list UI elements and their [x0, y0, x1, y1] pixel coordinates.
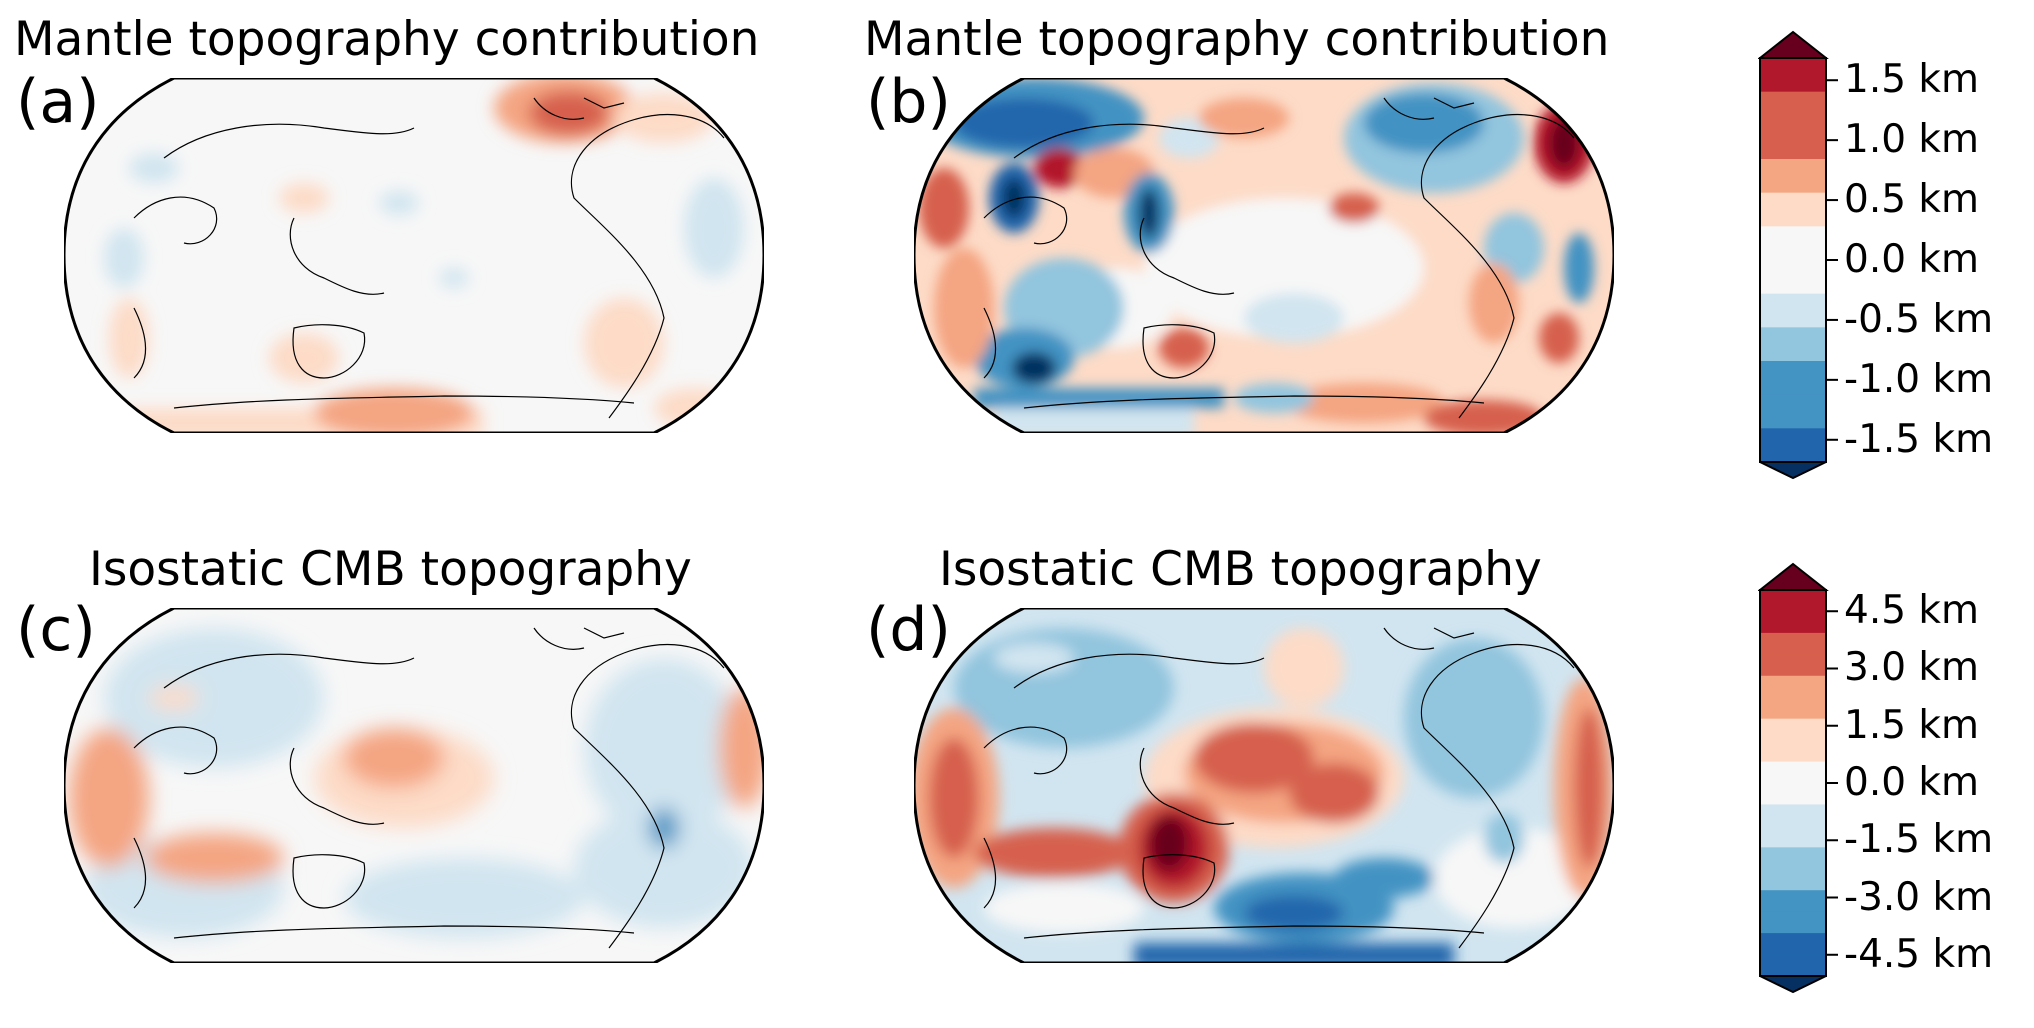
cb1-band	[1760, 394, 1826, 429]
colorbar-top-ticks	[1826, 79, 1838, 441]
cb1-band	[1760, 125, 1826, 160]
colorbar-bottom	[1758, 562, 1838, 994]
cb2-tick-label: -3.0 km	[1844, 874, 1994, 920]
cb2-band	[1760, 590, 1826, 612]
cb2-tick-label: -1.5 km	[1844, 817, 1994, 863]
cb1-tick-label: 0.0 km	[1844, 237, 1979, 282]
cb1-band	[1760, 58, 1826, 93]
cb2-tick-label: 1.5 km	[1844, 702, 1979, 748]
cb1-band	[1760, 226, 1826, 261]
panel-d-title: Isostatic CMB topography	[939, 542, 1542, 597]
cb2-tick-label: 3.0 km	[1844, 645, 1979, 691]
colorbar-bottom-ticks	[1826, 610, 1838, 956]
colorbar-bottom-segments	[1760, 590, 1826, 977]
map-panel-a	[64, 78, 764, 433]
cb2-band	[1760, 825, 1826, 848]
cb2-band	[1760, 847, 1826, 870]
cb2-band	[1760, 632, 1826, 655]
cb2-tick-label: 0.0 km	[1844, 760, 1979, 805]
cb2-band	[1760, 804, 1826, 827]
map-panel-b	[914, 78, 1614, 433]
colorbar-bottom-extend-min	[1759, 975, 1827, 994]
cb1-tick-label: 1.5 km	[1844, 57, 1979, 103]
colorbar-top-extend-min	[1759, 461, 1827, 480]
cb2-tick-label: -4.5 km	[1844, 931, 1994, 977]
cb1-tick-label: -1.0 km	[1844, 356, 1994, 402]
cb2-tick-label: 4.5 km	[1844, 588, 1979, 634]
panel-c-title: Isostatic CMB topography	[89, 542, 692, 597]
panel-c-label: (c)	[16, 595, 96, 665]
cb2-band	[1760, 654, 1826, 677]
panel-a-title: Mantle topography contribution	[14, 12, 760, 67]
cb2-band	[1760, 911, 1826, 934]
cb2-band	[1760, 740, 1826, 763]
map-panel-d	[914, 608, 1614, 963]
panel-d-label: (d)	[866, 595, 951, 665]
cb2-band	[1760, 954, 1826, 977]
cb2-band	[1760, 868, 1826, 891]
cb1-band	[1760, 428, 1826, 463]
cb1-tick-label: -1.5 km	[1844, 416, 1994, 462]
colorbar-top-extend-max	[1758, 30, 1829, 59]
cb2-band	[1760, 933, 1826, 956]
cb1-band	[1760, 293, 1826, 328]
panel-b-title: Mantle topography contribution	[864, 12, 1610, 67]
cb2-band	[1760, 718, 1826, 741]
cb2-band	[1760, 761, 1826, 784]
cb1-tick-label: 0.5 km	[1844, 177, 1979, 223]
cb2-band	[1760, 697, 1826, 720]
panel-b-label: (b)	[866, 67, 951, 137]
colorbar-top-segments	[1760, 58, 1826, 463]
map-panel-c	[64, 608, 764, 963]
cb1-band	[1760, 260, 1826, 295]
panel-a-label: (a)	[16, 67, 100, 137]
cb1-tick-label: -0.5 km	[1844, 296, 1994, 342]
cb1-band	[1760, 192, 1826, 227]
cb2-band	[1760, 611, 1826, 634]
colorbar-bottom-extend-max	[1758, 562, 1829, 591]
cb1-band	[1760, 159, 1826, 194]
cb1-band	[1760, 361, 1826, 396]
colorbar-top	[1758, 30, 1838, 480]
cb2-band	[1760, 890, 1826, 913]
cb1-tick-label: 1.0 km	[1844, 117, 1979, 163]
cb1-band	[1760, 327, 1826, 362]
cb1-band	[1760, 91, 1826, 126]
cb2-band	[1760, 783, 1826, 805]
cb2-band	[1760, 675, 1826, 698]
